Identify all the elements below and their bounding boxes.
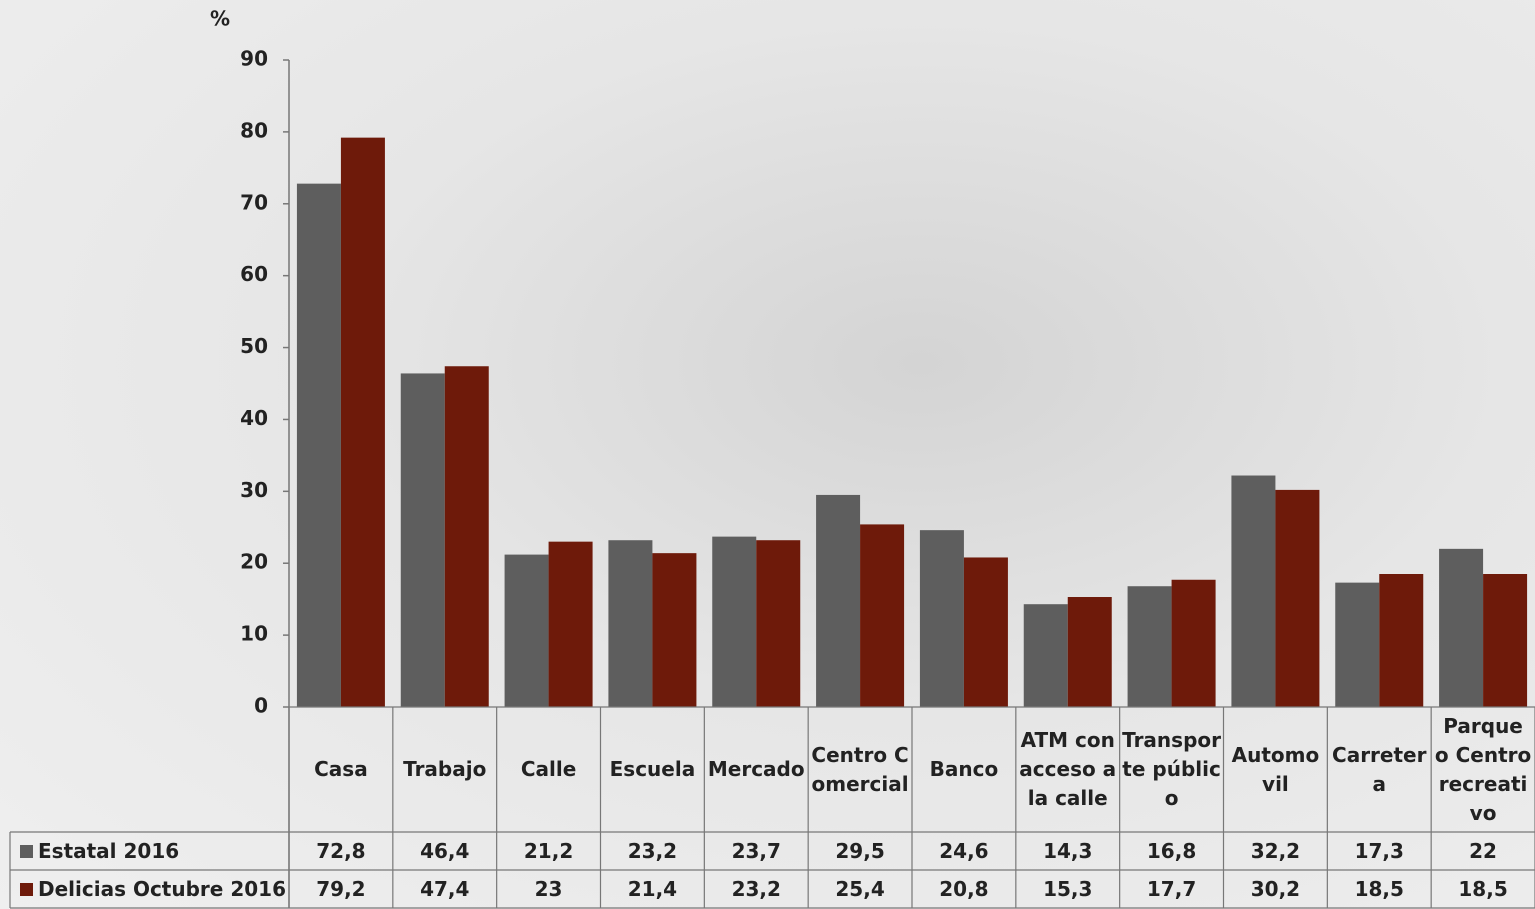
bar xyxy=(608,540,653,707)
category-label: Carretera xyxy=(1332,742,1427,796)
category-label: Mercado xyxy=(707,757,805,781)
y-tick-label: 90 xyxy=(240,47,268,71)
bar xyxy=(1439,548,1484,707)
value-label: 22 xyxy=(1469,838,1497,863)
bar xyxy=(919,530,964,707)
bar xyxy=(504,554,549,707)
category-label: ATM con acceso a la calle xyxy=(1019,728,1117,810)
value-label: 23 xyxy=(534,876,563,901)
value-label: 72,8 xyxy=(316,838,366,863)
bar xyxy=(1335,582,1380,707)
value-label: 29,5 xyxy=(835,838,885,863)
y-axis-label: % xyxy=(210,7,230,31)
value-label: 47,4 xyxy=(420,876,470,901)
bar xyxy=(963,557,1008,707)
bar xyxy=(1067,597,1112,707)
bar xyxy=(652,553,697,707)
y-tick-label: 60 xyxy=(240,262,268,286)
value-label: 18,5 xyxy=(1354,876,1404,901)
category-label: Automovil xyxy=(1231,742,1320,796)
value-label: 21,2 xyxy=(523,838,574,863)
legend-label: Delicias Octubre 2016 xyxy=(38,876,286,901)
category-label: Banco xyxy=(929,757,999,781)
y-tick-label: 30 xyxy=(240,478,268,502)
bar xyxy=(444,366,489,707)
category-label: Trabajo xyxy=(403,757,487,781)
bar xyxy=(860,524,905,707)
value-label: 46,4 xyxy=(420,838,470,863)
value-label: 15,3 xyxy=(1043,876,1093,901)
bar xyxy=(400,373,445,707)
bar xyxy=(1127,586,1172,707)
y-tick-label: 0 xyxy=(254,694,268,718)
value-label: 24,6 xyxy=(939,838,989,863)
legend-label: Estatal 2016 xyxy=(38,838,180,863)
bar xyxy=(1275,489,1320,707)
value-label: 17,7 xyxy=(1146,876,1197,901)
category-label: Centro Comercial xyxy=(811,742,909,796)
bar xyxy=(816,494,861,707)
value-label: 23,2 xyxy=(731,876,781,901)
legend-entry: Delicias Octubre 2016 xyxy=(10,870,289,908)
y-tick-label: 80 xyxy=(240,118,268,142)
bar xyxy=(296,183,341,707)
bar xyxy=(1379,574,1424,707)
legend-swatch xyxy=(20,882,33,896)
bar xyxy=(340,137,385,707)
category-label: Escuela xyxy=(609,757,696,781)
value-label: 23,2 xyxy=(627,838,678,863)
bar xyxy=(1483,574,1528,707)
value-label: 25,4 xyxy=(835,876,885,901)
value-label: 20,8 xyxy=(939,876,989,901)
value-label: 23,7 xyxy=(731,838,781,863)
category-label: Calle xyxy=(520,757,577,781)
bar xyxy=(1231,475,1276,707)
bar xyxy=(756,540,801,707)
y-tick-label: 70 xyxy=(240,190,268,214)
category-label: Casa xyxy=(314,757,368,781)
legend-swatch xyxy=(20,844,33,858)
legend-entry: Estatal 2016 xyxy=(10,832,289,870)
y-tick-label: 40 xyxy=(240,406,268,430)
bar xyxy=(712,536,757,707)
y-tick-label: 50 xyxy=(240,334,268,358)
bar xyxy=(1023,604,1068,707)
value-label: 32,2 xyxy=(1250,838,1301,863)
value-label: 30,2 xyxy=(1250,876,1301,901)
y-tick-label: 20 xyxy=(240,550,268,574)
category-label: Transporte público xyxy=(1122,728,1221,810)
value-label: 79,2 xyxy=(316,876,366,901)
category-label: Parque o Centro recreativo xyxy=(1434,713,1532,825)
value-label: 21,4 xyxy=(627,876,678,901)
bar xyxy=(1171,579,1216,707)
y-tick-label: 10 xyxy=(240,622,268,646)
value-label: 14,3 xyxy=(1043,838,1093,863)
bar xyxy=(548,541,593,707)
value-label: 17,3 xyxy=(1354,838,1404,863)
value-label: 16,8 xyxy=(1146,838,1197,863)
value-label: 18,5 xyxy=(1458,876,1508,901)
